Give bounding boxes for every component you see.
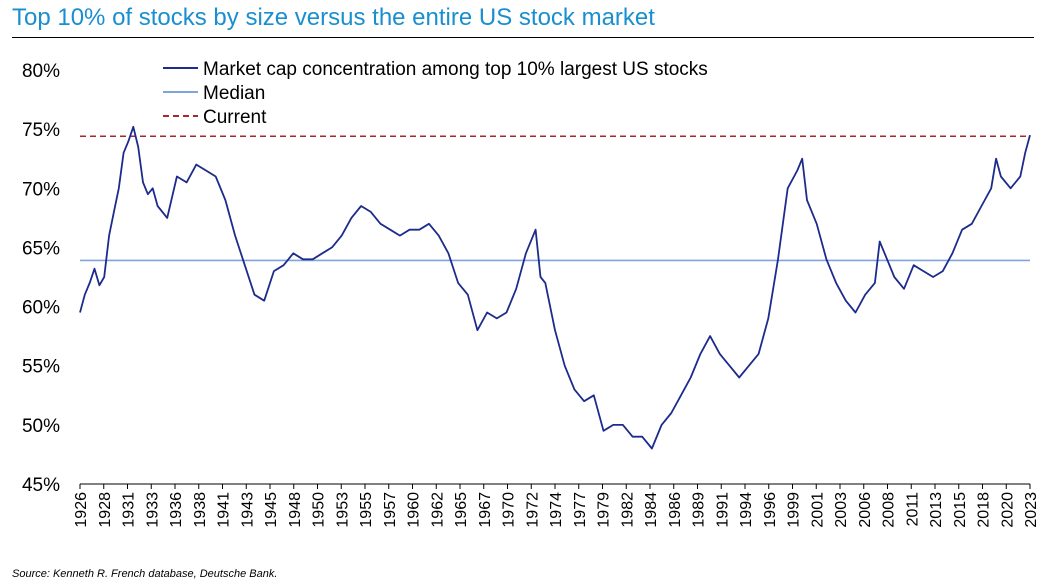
x-tick-label: 2006 xyxy=(857,492,874,528)
x-tick-label: 1950 xyxy=(311,492,328,528)
x-axis: 1926 1928 1931 1933 1936 1938 1941 1943 1945 1948… xyxy=(73,483,1040,528)
legend-item-median-label: Median xyxy=(203,83,265,104)
x-tick-label: 2020 xyxy=(999,492,1016,528)
source-note: Source: Kenneth R. French database, Deut… xyxy=(12,568,278,580)
y-tick-label: 60% xyxy=(22,298,60,319)
legend: Market cap concentration among top 10% l… xyxy=(163,59,708,128)
x-tick-label: 1965 xyxy=(453,492,470,528)
x-tick-label: 1984 xyxy=(643,492,660,528)
x-tick-label: 1982 xyxy=(619,492,636,528)
x-tick-label: 1962 xyxy=(429,492,446,528)
y-tick-label: 75% xyxy=(22,120,60,141)
chart-title: Top 10% of stocks by size versus the ent… xyxy=(12,4,655,31)
x-tick-label: 1933 xyxy=(144,492,161,528)
x-tick-label: 2015 xyxy=(952,492,969,528)
x-tick-label: 2003 xyxy=(833,492,850,528)
x-tick-label: 1945 xyxy=(263,492,280,528)
x-tick-label: 1957 xyxy=(382,492,399,528)
x-tick-label: 2008 xyxy=(881,492,898,528)
x-tick-label: 2001 xyxy=(809,492,826,528)
x-tick-label: 1955 xyxy=(358,492,375,528)
legend-item-current-label: Current xyxy=(203,107,267,128)
y-tick-label: 65% xyxy=(22,238,60,259)
y-tick-label: 70% xyxy=(22,179,60,200)
x-tick-label: 1991 xyxy=(714,492,731,528)
x-tick-label: 1994 xyxy=(738,492,755,528)
y-tick-label: 80% xyxy=(22,61,60,82)
x-tick-label: 1960 xyxy=(406,492,423,528)
y-tick-label: 55% xyxy=(22,357,60,378)
x-tick-label: 1999 xyxy=(786,492,803,528)
x-tick-label: 1986 xyxy=(667,492,684,528)
x-tick-label: 1977 xyxy=(572,492,589,528)
x-tick-label: 1948 xyxy=(287,492,304,528)
x-tick-label: 1974 xyxy=(548,492,565,528)
legend-item-concentration-label: Market cap concentration among top 10% l… xyxy=(203,59,708,80)
x-tick-label: 1972 xyxy=(524,492,541,528)
x-tick-label: 1936 xyxy=(168,492,185,528)
y-tick-label: 45% xyxy=(22,475,60,496)
x-tick-label: 2013 xyxy=(928,492,945,528)
x-tick-label: 1938 xyxy=(192,492,209,528)
x-tick-label: 1928 xyxy=(97,492,114,528)
x-tick-label: 1931 xyxy=(121,492,138,528)
x-tick-label: 1926 xyxy=(73,492,90,528)
x-tick-label: 2023 xyxy=(1023,492,1040,528)
y-tick-label: 50% xyxy=(22,416,60,437)
x-tick-label: 1967 xyxy=(477,492,494,528)
x-tick-label: 1941 xyxy=(216,492,233,528)
x-tick-label: 1953 xyxy=(334,492,351,528)
x-tick-label: 1979 xyxy=(596,492,613,528)
y-axis: 45% 50% 55% 60% 65% 70% 75% 80% xyxy=(22,61,60,496)
x-tick-label: 1970 xyxy=(501,492,518,528)
x-tick-label: 2011 xyxy=(904,492,921,527)
x-tick-label: 2018 xyxy=(976,492,993,528)
x-tick-label: 1943 xyxy=(239,492,256,528)
x-tick-label: 1989 xyxy=(691,492,708,528)
plot-area xyxy=(79,125,1031,450)
title-divider xyxy=(12,37,1034,38)
concentration-series-line xyxy=(79,125,1031,450)
x-tick-label: 1996 xyxy=(762,492,779,528)
